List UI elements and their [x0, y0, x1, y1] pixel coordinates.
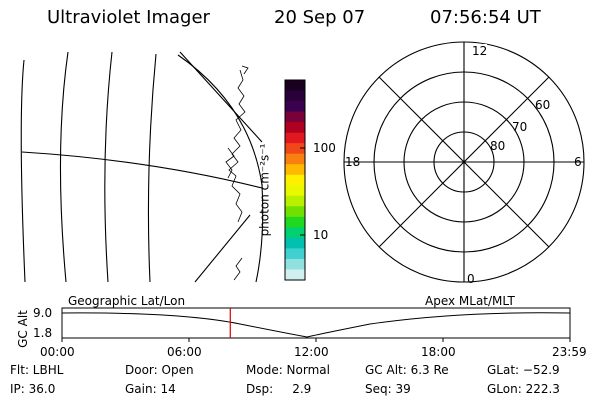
date-label: 20 Sep 07 [274, 7, 366, 28]
mlt-label-0: 0 [467, 272, 475, 286]
timeline-y-tick-1-8: 1.8 [33, 326, 53, 340]
timeline-x-tick-2359: 23:59 [552, 345, 587, 359]
colorbar-segment [285, 153, 305, 165]
map-grid-arc [59, 51, 69, 283]
map-grid-arc [20, 59, 26, 283]
map-grid-arc [147, 53, 157, 283]
timeline-left-label: Geographic Lat/Lon [68, 294, 186, 308]
colorbar-segment [285, 90, 305, 102]
colorbar-segment [285, 227, 305, 239]
lat-label-70: 70 [512, 120, 528, 134]
colorbar-segment [285, 216, 305, 228]
mlt-label-18: 18 [345, 155, 361, 169]
altitude-curve [61, 312, 571, 338]
status-gc-alt: GC Alt: 6.3 Re [365, 363, 449, 377]
colorbar-segment [285, 248, 305, 260]
colorbar-segment [285, 164, 305, 176]
status-seq: Seq: 39 [365, 382, 411, 396]
time-label: 07:56:54 UT [430, 7, 541, 28]
timeline-y-tick-9: 9.0 [33, 306, 53, 320]
colorbar-segment [285, 195, 305, 207]
colorbar-segment [285, 101, 305, 113]
colorbar-segment [285, 206, 305, 218]
colorbar-segment [285, 111, 305, 123]
colorbar-tick-10: 10 [313, 228, 329, 242]
colorbar-segment [285, 258, 305, 271]
timeline-x-tick-0600: 06:00 [167, 345, 202, 359]
map-grid-line [194, 214, 251, 283]
colorbar-tick-100: 100 [313, 141, 336, 155]
timeline-x-tick-1800: 18:00 [421, 345, 456, 359]
map-grid-line [179, 51, 263, 143]
status-flt: Flt: LBHL [10, 363, 64, 377]
timeline-x-tick-0000: 00:00 [40, 345, 75, 359]
map-grid-arc [177, 54, 264, 283]
colorbar-segment [285, 132, 305, 144]
map-grid-arc [104, 51, 113, 283]
mlt-label-6: 6 [574, 155, 582, 169]
status-glat: GLat: −52.9 [487, 363, 560, 377]
colorbar-segment [285, 269, 305, 281]
timeline-right-label: Apex MLat/MLT [425, 294, 515, 308]
mlt-label-12: 12 [472, 44, 488, 58]
colorbar-segment [285, 237, 305, 250]
status-ip: IP: 36.0 [10, 382, 56, 396]
status-door: Door: Open [125, 363, 194, 377]
status-gain: Gain: 14 [125, 382, 176, 396]
status-glon: GLon: 222.3 [487, 382, 560, 396]
lat-label-60: 60 [535, 98, 551, 112]
colorbar-segment [285, 122, 305, 134]
instrument-title: Ultraviolet Imager [47, 7, 210, 28]
coastline [225, 65, 249, 281]
colorbar-segment [285, 185, 305, 197]
colorbar-segment [285, 174, 305, 186]
lat-label-80: 80 [490, 139, 506, 153]
colorbar-segment [285, 143, 305, 155]
colorbar-segment [285, 80, 305, 92]
timeline-x-tick-1200: 12:00 [294, 345, 329, 359]
status-mode: Mode: Normal [246, 363, 330, 377]
polar-axis-diagonal [378, 76, 550, 248]
status-dsp: Dsp: 2.9 [246, 382, 312, 396]
